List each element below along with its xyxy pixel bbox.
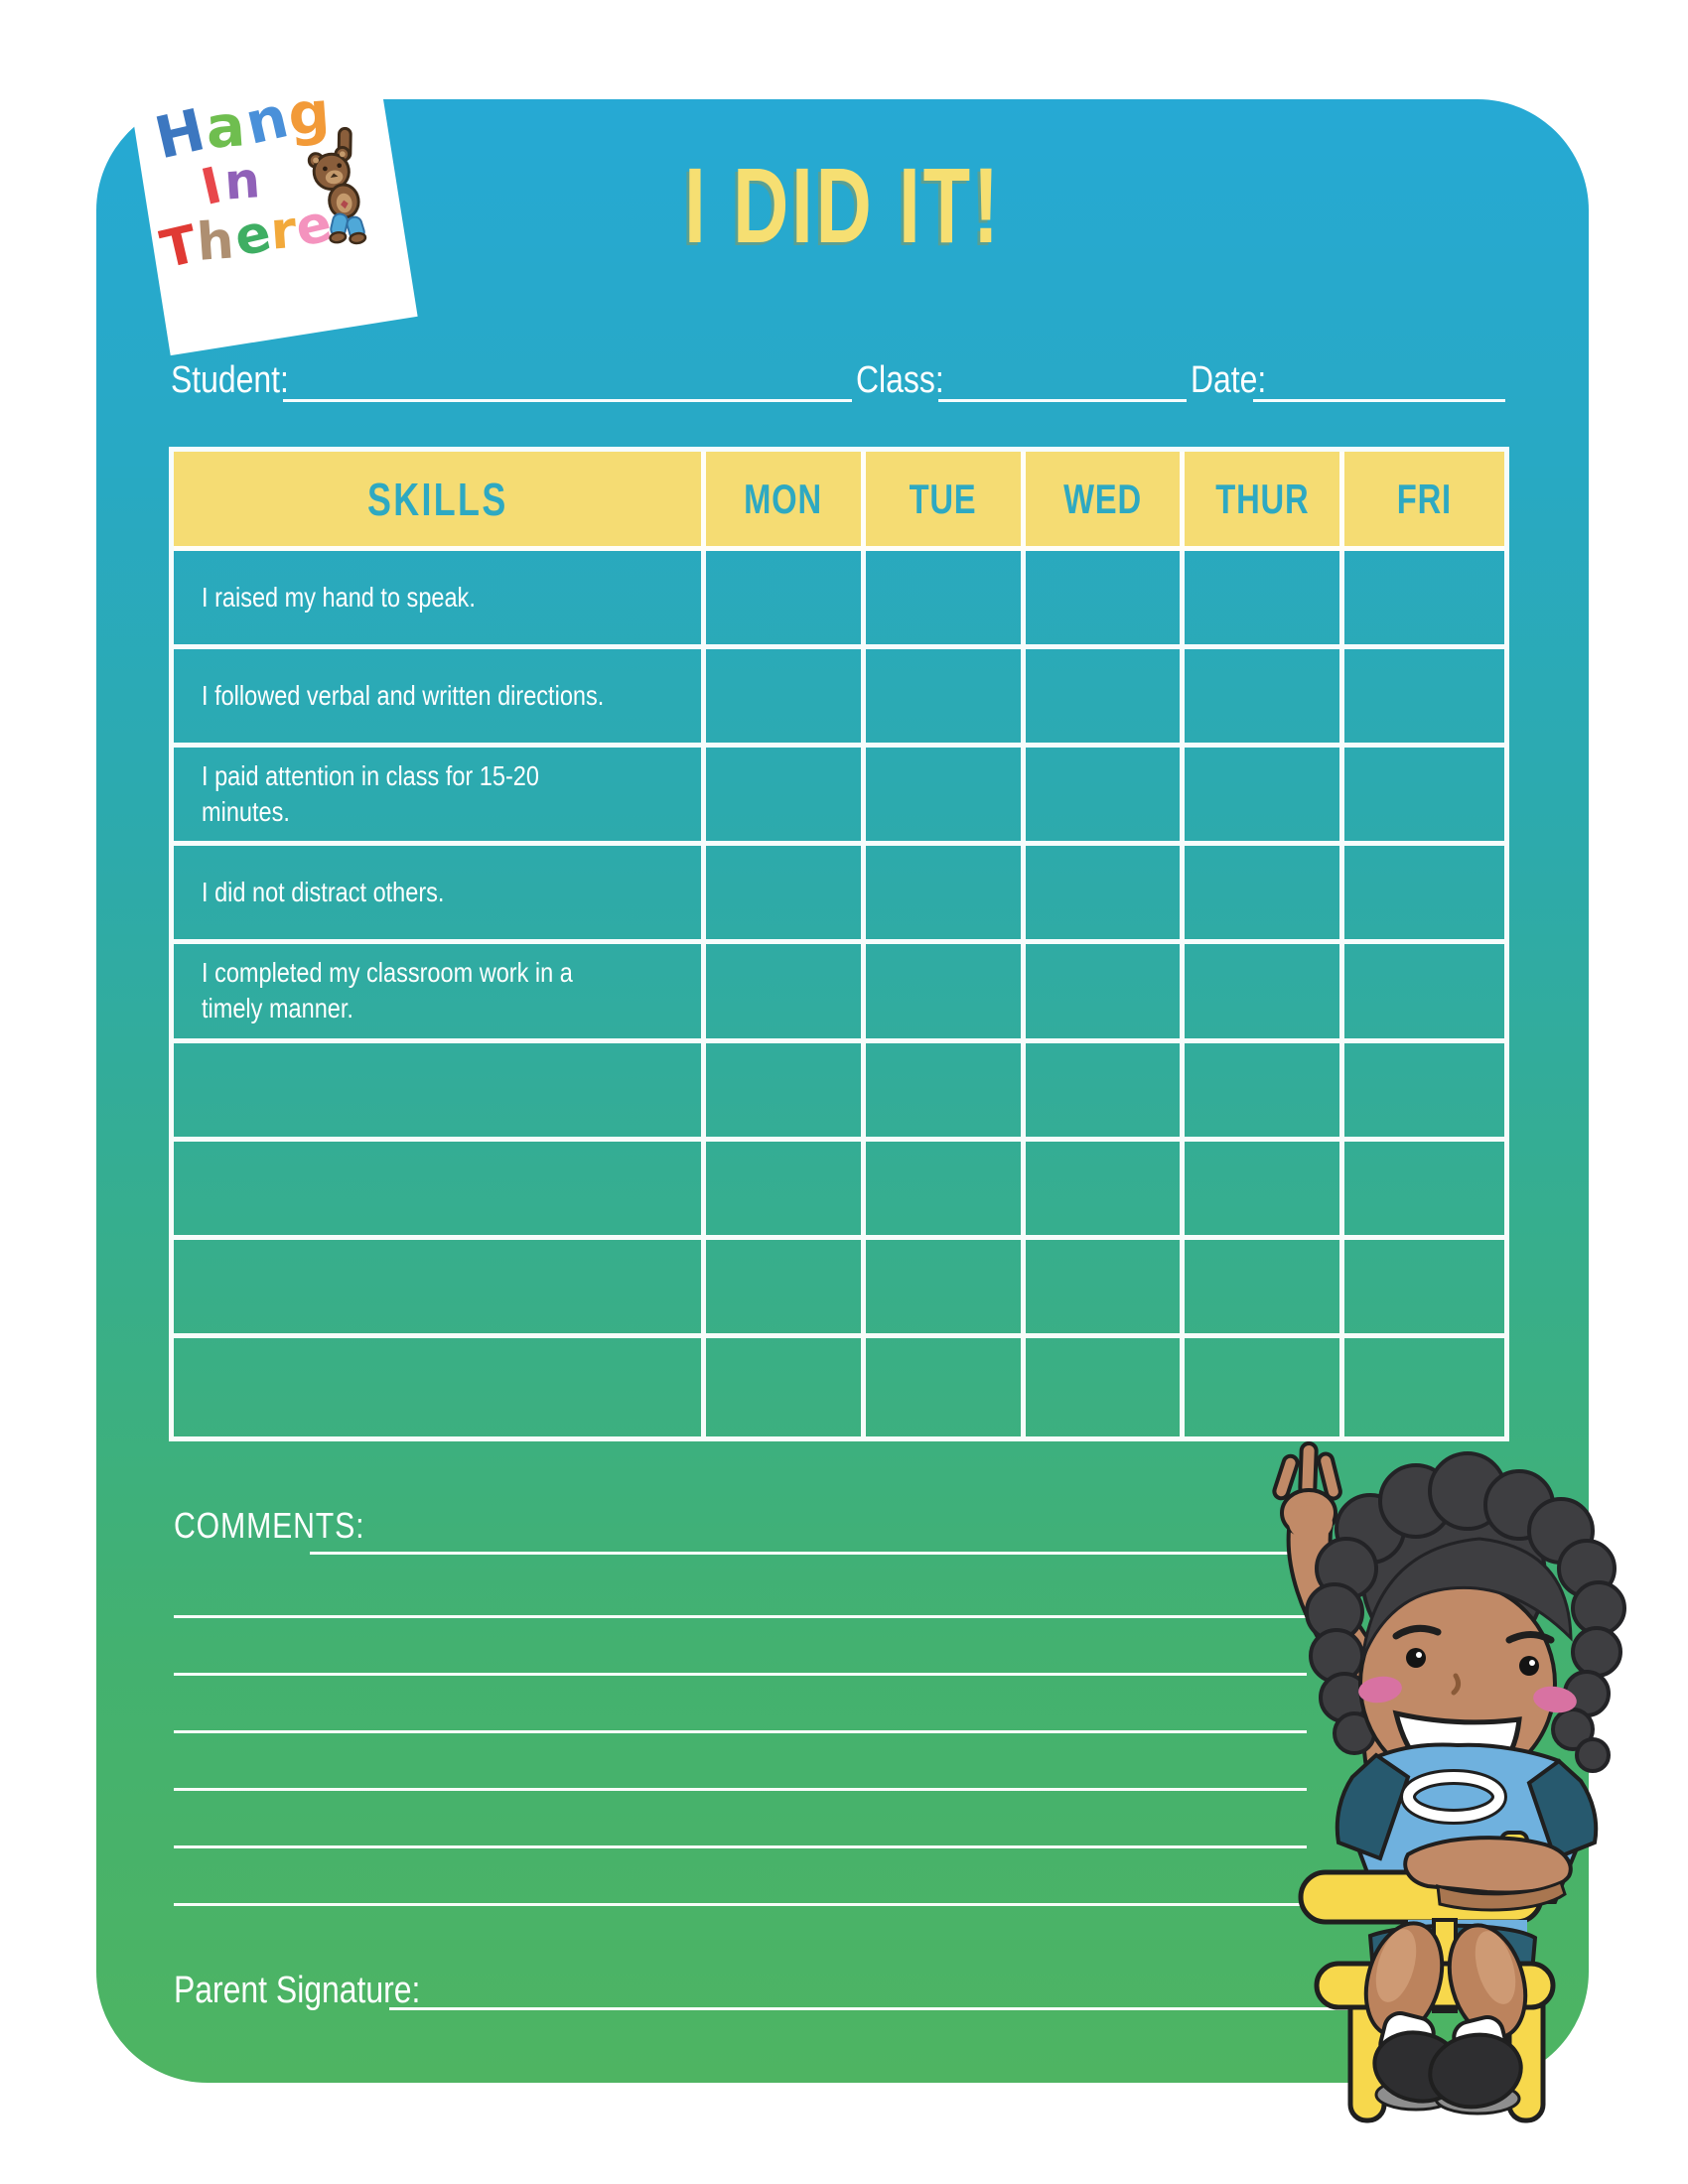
skill-cell: I followed verbal and written directions… (174, 649, 706, 749)
column-header-label: WED (1063, 475, 1142, 522)
day-cell[interactable] (1025, 649, 1186, 749)
day-cell[interactable] (1344, 551, 1504, 650)
day-cell[interactable] (706, 1337, 866, 1436)
comments-label: COMMENTS: (174, 1505, 365, 1546)
day-cell[interactable] (1344, 846, 1504, 945)
day-cell[interactable] (706, 1141, 866, 1240)
day-cell[interactable] (706, 1042, 866, 1142)
day-cell[interactable] (865, 748, 1026, 847)
day-cell[interactable] (865, 1141, 1026, 1240)
day-cell[interactable] (1025, 748, 1186, 847)
day-cell[interactable] (1344, 1043, 1504, 1142)
skill-cell[interactable] (174, 1141, 706, 1240)
date-label: Date: (1191, 359, 1267, 401)
day-cell[interactable] (1185, 1141, 1345, 1240)
day-cell[interactable] (706, 1239, 866, 1338)
skill-cell: I paid attention in class for 15-20 minu… (174, 748, 706, 847)
column-header-thur: THUR (1185, 452, 1345, 551)
column-header-label: SKILLS (366, 473, 508, 525)
comment-line[interactable] (174, 1788, 1307, 1791)
comment-line[interactable] (174, 1730, 1307, 1733)
day-cell[interactable] (706, 748, 866, 847)
column-header-label: THUR (1215, 475, 1310, 522)
day-cell[interactable] (865, 846, 1026, 945)
column-header-skills: SKILLS (174, 452, 706, 551)
day-cell[interactable] (1344, 1240, 1504, 1338)
day-cell[interactable] (706, 846, 866, 945)
class-input-line[interactable] (938, 399, 1187, 402)
comment-line[interactable] (174, 1673, 1307, 1676)
skill-label: I raised my hand to speak. (202, 581, 476, 613)
skill-label: I paid attention in class for 15-20 minu… (202, 759, 539, 828)
column-header-fri: FRI (1344, 452, 1504, 551)
day-cell[interactable] (1185, 1042, 1345, 1142)
day-cell[interactable] (1185, 649, 1345, 749)
skill-label: I completed my classroom work in a timel… (202, 957, 573, 1024)
skill-cell: I completed my classroom work in a timel… (174, 944, 706, 1043)
skill-label: I did not distract others. (202, 877, 445, 908)
skill-cell[interactable] (174, 1042, 706, 1142)
day-cell[interactable] (1185, 1337, 1345, 1436)
day-cell[interactable] (1185, 1239, 1345, 1338)
day-cell[interactable] (1026, 1337, 1186, 1436)
day-cell[interactable] (1025, 1239, 1186, 1338)
date-input-line[interactable] (1253, 399, 1505, 402)
column-header-label: FRI (1397, 475, 1453, 522)
skills-table: SKILLS MON TUE WED THUR FRI I raised my hand t… (169, 447, 1509, 1441)
day-cell[interactable] (1185, 944, 1345, 1043)
comment-line[interactable] (174, 1845, 1307, 1848)
student-input-line[interactable] (283, 399, 852, 402)
hang-in-there-logo: Hang In There (130, 63, 418, 356)
day-cell[interactable] (1185, 748, 1345, 847)
column-header-mon: MON (706, 452, 866, 551)
comment-line[interactable] (174, 1615, 1307, 1618)
day-cell[interactable] (866, 1337, 1026, 1436)
comment-line[interactable] (310, 1552, 1491, 1555)
teddy-bear-icon (307, 126, 367, 245)
day-cell[interactable] (1025, 846, 1186, 945)
student-label: Student: (171, 359, 289, 401)
day-cell[interactable] (1025, 1042, 1186, 1142)
parent-signature-line[interactable] (389, 2007, 1450, 2010)
skill-cell: I did not distract others. (174, 846, 706, 945)
class-label: Class: (856, 359, 944, 401)
title-wrap: I DID IT! (96, 143, 1589, 267)
column-header-label: TUE (909, 475, 977, 522)
day-cell[interactable] (865, 649, 1026, 749)
skill-cell: I raised my hand to speak. (174, 551, 706, 650)
day-cell[interactable] (865, 1239, 1026, 1338)
day-cell[interactable] (865, 551, 1026, 650)
day-cell[interactable] (1025, 944, 1186, 1043)
skill-cell[interactable] (174, 1337, 706, 1436)
day-cell[interactable] (1185, 551, 1345, 650)
day-cell[interactable] (1344, 944, 1504, 1043)
day-cell[interactable] (1344, 748, 1504, 847)
day-cell[interactable] (1344, 649, 1504, 749)
day-cell[interactable] (1344, 1338, 1504, 1436)
day-cell[interactable] (1185, 846, 1345, 945)
day-cell[interactable] (1025, 551, 1186, 650)
column-header-label: MON (744, 475, 823, 522)
column-header-tue: TUE (865, 452, 1026, 551)
day-cell[interactable] (706, 944, 866, 1043)
day-cell[interactable] (865, 1042, 1026, 1142)
column-header-wed: WED (1025, 452, 1186, 551)
day-cell[interactable] (706, 649, 866, 749)
comment-line[interactable] (174, 1903, 1307, 1906)
day-cell[interactable] (1344, 1142, 1504, 1240)
day-cell[interactable] (865, 944, 1026, 1043)
day-cell[interactable] (706, 551, 866, 650)
skill-label: I followed verbal and written directions… (202, 679, 605, 711)
day-cell[interactable] (1025, 1141, 1186, 1240)
page-title: I DID IT! (683, 145, 1002, 265)
skill-cell[interactable] (174, 1239, 706, 1338)
parent-signature-label: Parent Signature: (174, 1970, 421, 2011)
boy-raising-hand-illustration (1272, 1441, 1626, 2123)
